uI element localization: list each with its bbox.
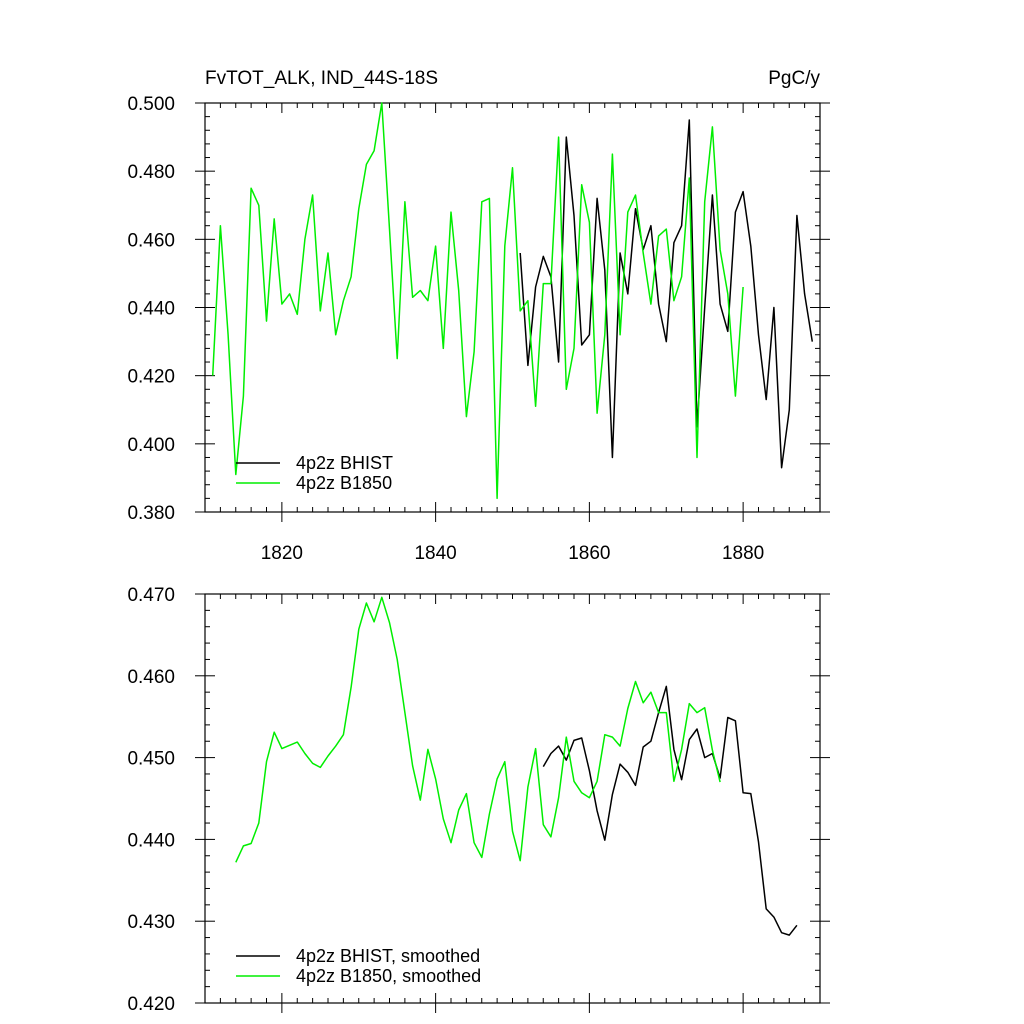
- x-tick-label: 1820: [261, 543, 303, 564]
- series-line: [542, 685, 798, 936]
- legend-label: 4p2z BHIST, smoothed: [296, 946, 480, 966]
- y-tick-label: 0.440: [127, 299, 175, 320]
- y-tick-label: 0.400: [127, 435, 175, 456]
- units-label: PgC/y: [768, 68, 820, 89]
- series-line: [211, 102, 744, 500]
- y-tick-label: 0.420: [127, 367, 175, 388]
- y-tick-label: 0.460: [127, 667, 175, 688]
- y-tick-label: 0.430: [127, 912, 175, 933]
- x-tick-label: 1840: [414, 543, 456, 564]
- y-tick-label: 0.450: [127, 749, 175, 770]
- y-tick-label: 0.380: [127, 503, 175, 524]
- legend-label: 4p2z B1850, smoothed: [296, 966, 481, 986]
- y-tick-label: 0.480: [127, 162, 175, 183]
- plot-frame: [204, 593, 821, 1004]
- y-tick-label: 0.420: [127, 994, 175, 1015]
- chart-title: FvTOT_ALK, IND_44S-18S: [205, 68, 438, 89]
- x-tick-label: 1880: [722, 543, 764, 564]
- y-tick-label: 0.460: [127, 230, 175, 251]
- top-panel: 1820 1840 1860 1880 0.380 0.400 0.420 0.440 0.46…: [127, 94, 830, 564]
- series-line: [519, 119, 814, 469]
- y-tick-label: 0.500: [127, 94, 175, 115]
- y-tick-label: 0.470: [127, 585, 175, 606]
- series-line: [235, 596, 721, 863]
- y-tick-label: 0.440: [127, 830, 175, 851]
- legend-label: 4p2z BHIST: [296, 453, 393, 473]
- x-tick-label: 1860: [568, 543, 610, 564]
- bottom-panel: 0.420 0.430 0.440 0.450 0.460 0.470 4p2z BHIST…: [127, 585, 830, 1015]
- legend-label: 4p2z B1850: [296, 473, 392, 493]
